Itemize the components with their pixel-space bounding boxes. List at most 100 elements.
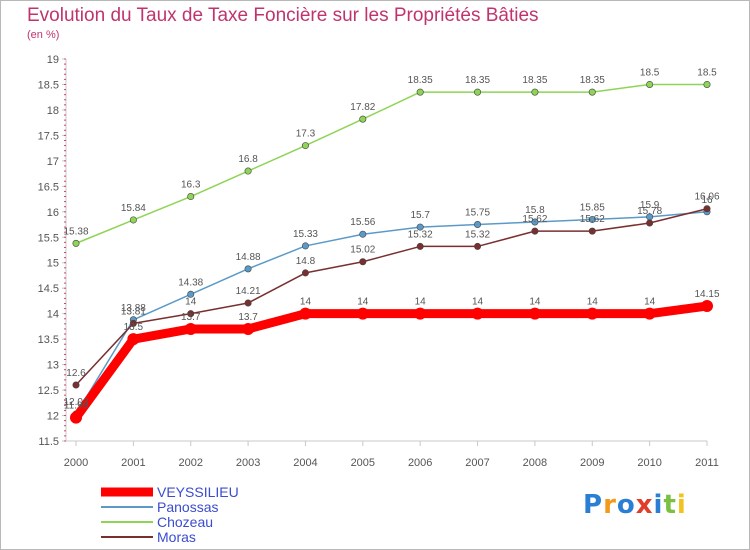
data-point bbox=[72, 239, 80, 247]
data-point bbox=[414, 307, 427, 320]
x-tick-label: 2002 bbox=[178, 457, 202, 469]
data-point bbox=[129, 216, 137, 224]
data-label: 15.33 bbox=[293, 229, 318, 240]
data-label: 12.03 bbox=[63, 397, 88, 408]
x-tick-label: 2003 bbox=[236, 457, 260, 469]
x-tick-label: 2001 bbox=[121, 457, 145, 469]
y-tick-label: 17 bbox=[47, 156, 59, 168]
y-tick-label: 15 bbox=[47, 258, 59, 270]
data-point bbox=[531, 88, 539, 96]
data-point bbox=[301, 142, 309, 150]
data-point bbox=[70, 411, 82, 424]
data-label: 18.35 bbox=[465, 75, 490, 86]
data-point bbox=[244, 167, 252, 175]
data-label: 18.35 bbox=[408, 75, 433, 86]
data-point bbox=[129, 319, 137, 327]
data-label: 16 bbox=[701, 195, 713, 206]
data-label: 18.35 bbox=[522, 75, 547, 86]
data-label: 18.5 bbox=[640, 67, 660, 78]
legend-label: Panossas bbox=[157, 499, 218, 515]
data-point bbox=[474, 242, 482, 250]
data-label: 15.85 bbox=[580, 202, 605, 213]
data-label: 18.5 bbox=[697, 67, 717, 78]
data-label: 14 bbox=[357, 297, 369, 308]
x-tick-label: 2005 bbox=[351, 457, 375, 469]
data-label: 16.8 bbox=[238, 154, 258, 165]
chart-title: Evolution du Taux de Taxe Foncière sur l… bbox=[27, 5, 539, 26]
data-point bbox=[416, 88, 424, 96]
x-tick-label: 2007 bbox=[465, 457, 489, 469]
x-tick-label: 2006 bbox=[408, 457, 432, 469]
data-point bbox=[416, 242, 424, 250]
data-label: 13.5 bbox=[124, 322, 144, 333]
data-point bbox=[474, 221, 482, 229]
series-line-moras bbox=[75, 207, 708, 386]
data-point bbox=[531, 227, 539, 235]
data-point bbox=[127, 333, 140, 346]
data-label: 13.81 bbox=[121, 306, 146, 317]
data-label: 14 bbox=[300, 297, 312, 308]
data-point bbox=[586, 307, 599, 320]
logo-letter: i bbox=[676, 490, 687, 520]
data-label: 15.38 bbox=[63, 226, 88, 237]
series-line-panossas bbox=[75, 211, 708, 415]
data-label: 15.75 bbox=[465, 208, 490, 219]
data-point bbox=[242, 322, 255, 335]
data-point bbox=[646, 219, 654, 227]
data-point bbox=[588, 88, 596, 96]
data-label: 15.62 bbox=[580, 214, 605, 225]
data-label: 14 bbox=[415, 297, 427, 308]
y-tick-label: 14 bbox=[47, 309, 59, 321]
data-point bbox=[187, 310, 195, 318]
data-point bbox=[359, 115, 367, 123]
data-point bbox=[531, 218, 539, 226]
data-point bbox=[646, 80, 654, 88]
data-label: 14.21 bbox=[236, 286, 261, 297]
data-label: 14 bbox=[587, 297, 599, 308]
x-tick-label: 2008 bbox=[523, 457, 547, 469]
logo-letter: P bbox=[583, 490, 604, 520]
data-label: 15.56 bbox=[350, 217, 375, 228]
logo-letter: x bbox=[635, 490, 654, 520]
logo-letter: t bbox=[663, 490, 677, 520]
data-label: 14.8 bbox=[296, 256, 316, 267]
data-label: 17.3 bbox=[296, 129, 316, 140]
series-line-chozeau bbox=[75, 83, 708, 245]
data-label: 13.7 bbox=[181, 312, 201, 323]
data-point bbox=[471, 307, 484, 320]
data-point bbox=[703, 205, 711, 213]
data-point bbox=[301, 269, 309, 277]
data-point bbox=[72, 381, 80, 389]
y-tick-label: 14.5 bbox=[38, 283, 59, 295]
data-label: 15.9 bbox=[640, 200, 660, 211]
data-point bbox=[356, 307, 369, 320]
logo-letter: r bbox=[603, 490, 617, 520]
data-point bbox=[244, 265, 252, 273]
data-label: 15.32 bbox=[408, 229, 433, 240]
data-point bbox=[359, 230, 367, 238]
data-label: 14 bbox=[644, 297, 656, 308]
data-label: 12.6 bbox=[66, 368, 86, 379]
data-label: 15.7 bbox=[410, 210, 430, 221]
x-tick-label: 2000 bbox=[64, 457, 88, 469]
legend-label: Chozeau bbox=[157, 514, 213, 530]
y-tick-label: 19 bbox=[47, 54, 59, 66]
data-label: 16.06 bbox=[694, 192, 719, 203]
data-label: 16.3 bbox=[181, 180, 201, 191]
data-label: 14.88 bbox=[236, 252, 261, 263]
y-tick-label: 16 bbox=[47, 207, 59, 219]
data-point bbox=[701, 300, 713, 313]
data-point bbox=[643, 307, 656, 320]
logo-letter: i bbox=[653, 490, 664, 520]
data-point bbox=[244, 299, 252, 307]
data-point bbox=[588, 227, 596, 235]
series-line-veyssilieu bbox=[71, 301, 712, 423]
data-point bbox=[474, 88, 482, 96]
data-label: 14.15 bbox=[694, 289, 719, 300]
y-tick-label: 18.5 bbox=[38, 79, 59, 91]
data-label: 15.02 bbox=[350, 245, 375, 256]
data-label: 18.35 bbox=[580, 75, 605, 86]
data-label: 14.38 bbox=[178, 277, 203, 288]
